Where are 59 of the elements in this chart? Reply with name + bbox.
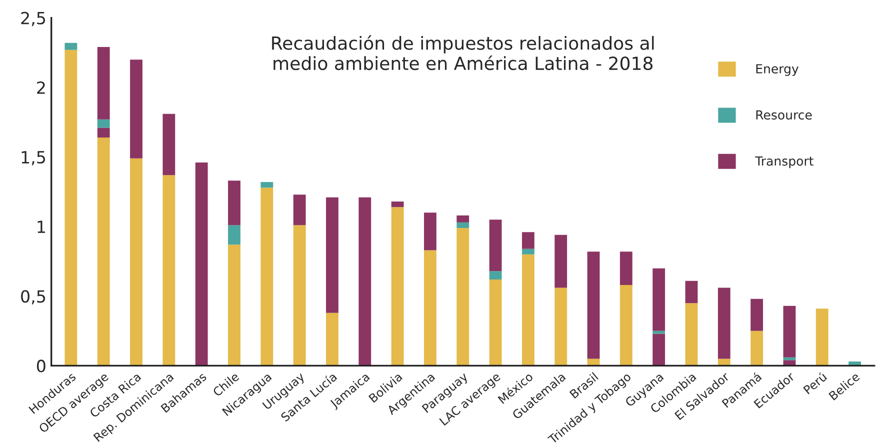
bar [293,194,306,226]
bar [424,212,436,250]
y-tick-label: 2 [37,81,45,94]
bar [97,138,110,366]
legend-label: Transport [755,156,814,168]
bar [456,228,470,366]
bar [489,220,502,272]
bar [750,298,764,331]
bar [162,114,176,176]
bar [424,250,436,366]
bar [97,119,110,128]
bar [522,232,534,249]
bar [293,225,306,366]
text: Recaudación de impuestos relacionados al medio ambiente en América Latina - 2018 [272,35,654,70]
bar [522,248,534,254]
bar [391,207,404,366]
bar [522,254,534,366]
bar [326,312,338,366]
y-tick-label: 0,5 [21,290,46,304]
bar [260,182,274,188]
bar [718,288,730,359]
bar [97,128,110,138]
bar [456,222,470,228]
legend-label: Energy [756,64,798,76]
y-tick-label: 2,5 [21,12,46,26]
bar [195,162,208,366]
legend-label: Resource [756,110,812,120]
bar [97,47,110,120]
bar [228,180,240,226]
bar [685,303,698,366]
bar [130,158,142,366]
bar [750,330,764,366]
bar [228,225,240,245]
y-tick-label: 1,5 [22,151,46,166]
bar [64,42,78,50]
bar [620,252,632,286]
y-tick-label: 0 [36,360,46,372]
bar [130,60,142,158]
bar [554,288,568,366]
bar [358,197,372,366]
bar [162,175,176,366]
bar [816,308,828,366]
bar [489,271,502,280]
bar [260,188,274,366]
bar [554,234,568,288]
bar [326,197,338,313]
bar [652,268,666,331]
bar [652,330,666,334]
bar [652,334,666,366]
bar [228,244,240,366]
bar [391,202,404,208]
bar [587,252,600,359]
bar [685,280,698,304]
bar [456,215,470,222]
bar [64,50,78,366]
bar [489,279,502,366]
y-tick-label: 1 [38,220,45,233]
bar [620,285,632,366]
bar [783,306,796,358]
